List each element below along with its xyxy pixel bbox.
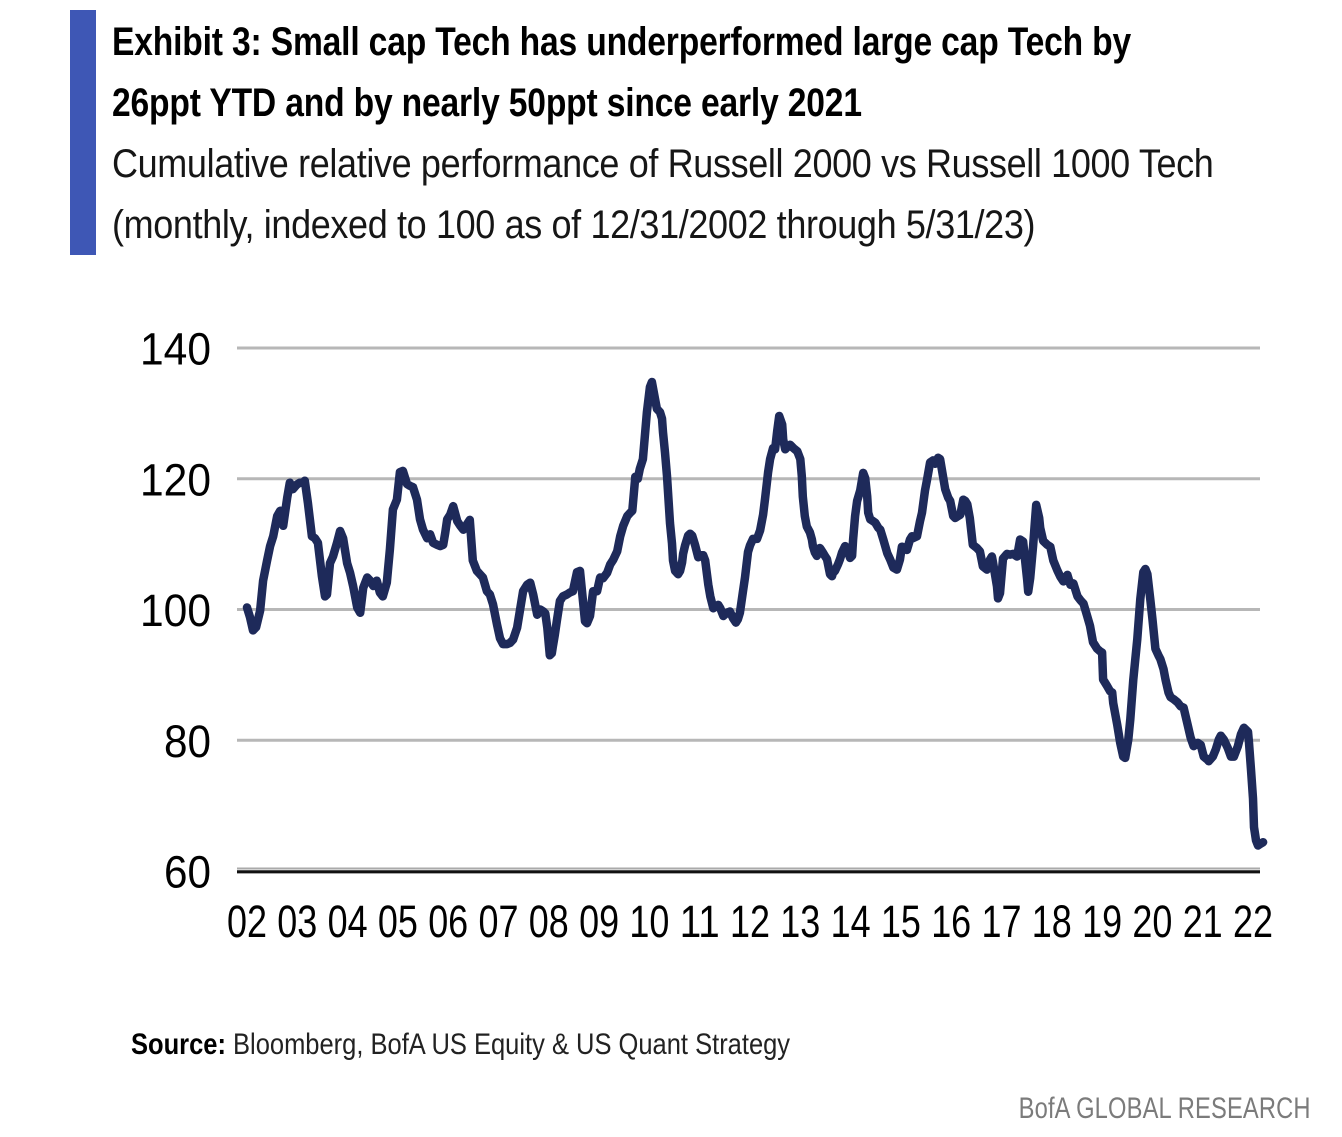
exhibit-subtitle-line2: (monthly, indexed to 100 as of 12/31/200… bbox=[112, 203, 1036, 247]
x-tick-label-12: 12 bbox=[730, 896, 770, 947]
y-tick-label-80: 80 bbox=[164, 716, 211, 767]
x-tick-label-03: 03 bbox=[277, 896, 317, 947]
source-note: Source: Bloomberg, BofA US Equity & US Q… bbox=[131, 1028, 790, 1062]
x-tick-label-16: 16 bbox=[931, 896, 971, 947]
x-tick-label-09: 09 bbox=[579, 896, 619, 947]
y-tick-label-120: 120 bbox=[140, 454, 211, 505]
x-tick-label-19: 19 bbox=[1082, 896, 1122, 947]
x-tick-label-14: 14 bbox=[831, 896, 871, 947]
exhibit-header: Exhibit 3: Small cap Tech has underperfo… bbox=[112, 12, 1342, 256]
x-tick-label-18: 18 bbox=[1032, 896, 1072, 947]
exhibit-title-line1: Exhibit 3: Small cap Tech has underperfo… bbox=[112, 20, 1132, 64]
x-tick-label-15: 15 bbox=[881, 896, 921, 947]
x-tick-label-02: 02 bbox=[227, 896, 267, 947]
exhibit-title-line2: 26ppt YTD and by nearly 50ppt since earl… bbox=[112, 81, 862, 125]
x-tick-label-08: 08 bbox=[529, 896, 569, 947]
y-tick-label-60: 60 bbox=[164, 847, 211, 898]
x-tick-label-04: 04 bbox=[328, 896, 368, 947]
x-tick-label-20: 20 bbox=[1132, 896, 1172, 947]
x-tick-label-22: 22 bbox=[1233, 896, 1273, 947]
y-tick-label-100: 100 bbox=[140, 585, 211, 636]
x-tick-label-07: 07 bbox=[479, 896, 519, 947]
relative-performance-line bbox=[242, 377, 1268, 850]
exhibit-subtitle-line1: Cumulative relative performance of Russe… bbox=[112, 142, 1214, 186]
x-tick-label-17: 17 bbox=[982, 896, 1022, 947]
accent-bar bbox=[70, 10, 96, 255]
x-tick-label-13: 13 bbox=[780, 896, 820, 947]
bofa-global-research-brand: BofA GLOBAL RESEARCH bbox=[1018, 1092, 1311, 1125]
x-tick-label-05: 05 bbox=[378, 896, 418, 947]
x-tick-label-10: 10 bbox=[629, 896, 669, 947]
x-tick-label-06: 06 bbox=[428, 896, 468, 947]
x-tick-label-11: 11 bbox=[680, 896, 720, 947]
source-label: Source: bbox=[131, 1028, 226, 1061]
source-text: Bloomberg, BofA US Equity & US Quant Str… bbox=[225, 1028, 791, 1061]
x-tick-label-21: 21 bbox=[1183, 896, 1223, 947]
y-tick-label-140: 140 bbox=[140, 324, 211, 375]
